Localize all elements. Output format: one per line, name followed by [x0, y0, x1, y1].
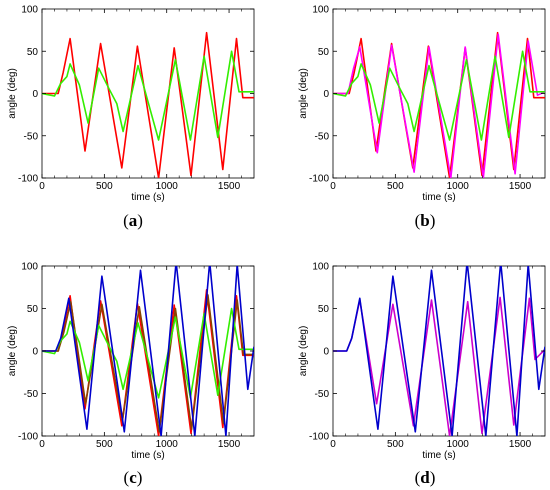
y-tick-label: 100: [312, 262, 329, 273]
y-tick-label: -100: [18, 174, 38, 185]
x-tick-label: 500: [387, 181, 404, 192]
series-line-b-2: [333, 50, 545, 141]
axes-frame-a: [41, 8, 255, 179]
x-tick-label: 1000: [447, 181, 470, 192]
y-tick-label: 50: [318, 304, 330, 315]
caption-a: (a): [123, 211, 143, 230]
y-axis-label: angle (deg): [298, 68, 309, 119]
y-tick-label: 100: [21, 5, 38, 16]
x-tick-label: 0: [39, 181, 45, 192]
x-axis-label: time (s): [131, 192, 164, 203]
panel-a: 0 500 1000 1500 -100 -50 0 50 100 time (s) angle (…: [7, 5, 255, 230]
x-tick-label: 500: [96, 439, 113, 450]
x-axis-label: time (s): [131, 450, 164, 461]
y-axis-label: angle (deg): [298, 326, 309, 377]
y-tick-label: 0: [32, 347, 38, 358]
y-tick-label: -100: [309, 432, 329, 443]
x-tick-label: 0: [39, 439, 45, 450]
y-tick-label: 50: [27, 47, 39, 58]
plot-area-c: 0 500 1000 1500 -100 -50 0 50 100 time (s) angle (…: [7, 262, 255, 461]
series-line-d-0: [333, 296, 545, 436]
panel-c: 0 500 1000 1500 -100 -50 0 50 100 time (s) angle (…: [7, 262, 255, 487]
y-tick-label: -100: [18, 432, 38, 443]
x-tick-label: 1000: [156, 439, 179, 450]
x-tick-label: 1500: [218, 181, 241, 192]
y-tick-label: 50: [27, 304, 39, 315]
panel-d: 0 500 1000 1500 -100 -50 0 50 100 time (s) angle (…: [298, 262, 546, 487]
series-line-c-2: [42, 307, 254, 399]
series-line-b-1: [333, 33, 545, 178]
y-tick-label: -50: [315, 131, 330, 142]
x-tick-label: 1500: [509, 439, 532, 450]
x-axis-label: time (s): [422, 192, 455, 203]
y-tick-label: -50: [24, 131, 39, 142]
x-tick-label: 500: [387, 439, 404, 450]
y-axis-label: angle (deg): [7, 326, 18, 377]
y-tick-label: -50: [315, 389, 330, 400]
x-tick-label: 0: [330, 181, 336, 192]
series-line-a-1: [42, 50, 254, 141]
x-tick-label: 500: [96, 181, 113, 192]
x-tick-label: 1500: [509, 181, 532, 192]
series-line-a-0: [42, 31, 254, 178]
series-line-c-3: [42, 266, 254, 436]
y-axis-label: angle (deg): [7, 68, 18, 119]
x-axis-label: time (s): [422, 450, 455, 461]
caption-c: (c): [124, 468, 143, 487]
y-tick-label: 0: [323, 89, 329, 100]
caption-b: (b): [415, 211, 436, 230]
caption-d: (d): [415, 468, 436, 487]
plot-area-b: 0 500 1000 1500 -100 -50 0 50 100 time (s) angle (…: [298, 5, 546, 203]
x-tick-label: 0: [330, 439, 336, 450]
y-tick-label: -100: [309, 174, 329, 185]
y-tick-label: 0: [323, 347, 329, 358]
y-tick-label: 100: [21, 262, 38, 273]
y-tick-label: 100: [312, 5, 329, 16]
y-tick-label: -50: [24, 389, 39, 400]
series-line-d-1: [333, 266, 545, 436]
x-tick-label: 1500: [218, 439, 241, 450]
plot-area-a: 0 500 1000 1500 -100 -50 0 50 100 time (s) angle (…: [7, 5, 255, 203]
y-tick-label: 50: [318, 47, 330, 58]
x-tick-label: 1000: [156, 181, 179, 192]
y-tick-label: 0: [32, 89, 38, 100]
panel-b: 0 500 1000 1500 -100 -50 0 50 100 time (s) angle (…: [298, 5, 546, 230]
plot-area-d: 0 500 1000 1500 -100 -50 0 50 100 time (s) angle (…: [298, 262, 546, 461]
x-tick-label: 1000: [447, 439, 470, 450]
